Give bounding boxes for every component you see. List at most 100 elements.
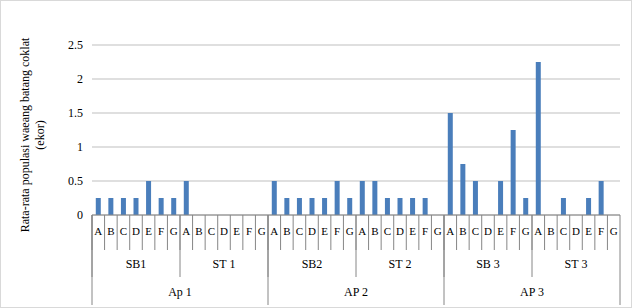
category-separator: [104, 215, 105, 250]
category-separator: [607, 215, 608, 250]
bar: [523, 198, 528, 215]
y-axis-label-line: Rata-rata populasi waeang batang coklat: [18, 37, 32, 232]
x-tick-label: C: [384, 225, 391, 237]
category-separator: [519, 215, 520, 250]
category-separator: [343, 215, 344, 250]
x-tick-label: A: [182, 225, 190, 237]
category-separator: [456, 215, 457, 250]
bar: [146, 181, 151, 215]
bars: [96, 62, 604, 215]
group-label: ST 3: [565, 257, 588, 271]
x-tick-label: B: [547, 225, 554, 237]
category-separator: [544, 215, 545, 250]
bar: [423, 198, 428, 215]
x-tick-label: A: [94, 225, 102, 237]
x-tick-label: D: [220, 225, 228, 237]
bar: [460, 164, 465, 215]
x-tick-label: G: [434, 225, 442, 237]
x-tick-label: E: [585, 225, 592, 237]
bar: [310, 198, 315, 215]
x-tick-label: F: [598, 225, 604, 237]
bar: [159, 198, 164, 215]
supergroup-label: AP 3: [520, 285, 544, 299]
supergroup-label: AP 2: [344, 285, 368, 299]
bar: [96, 198, 101, 215]
supergroup-label: Ap 1: [168, 285, 192, 299]
grid-line: [92, 113, 620, 114]
x-tick-label: F: [334, 225, 340, 237]
category-separator: [506, 215, 507, 250]
bar: [448, 113, 453, 215]
x-tick-label: D: [308, 225, 316, 237]
group-label: ST 1: [213, 257, 236, 271]
category-separator: [167, 215, 168, 250]
category-separator: [381, 215, 382, 250]
category-separator: [293, 215, 294, 250]
x-tick-label: B: [459, 225, 466, 237]
x-tick-label: D: [484, 225, 492, 237]
bar: [473, 181, 478, 215]
category-separator: [280, 215, 281, 250]
category-separator: [569, 215, 570, 250]
y-axis-label-line: (ekor): [33, 120, 47, 149]
x-tick-label: G: [170, 225, 178, 237]
x-tick-label: C: [120, 225, 127, 237]
y-tick-label: 1: [77, 140, 83, 154]
grid-line: [92, 79, 620, 80]
category-separator: [431, 215, 432, 250]
group-separator: [532, 215, 533, 277]
group-label: ST 2: [389, 257, 412, 271]
bar: [372, 181, 377, 215]
bar: [121, 198, 126, 215]
category-separator: [255, 215, 256, 250]
category-separator: [582, 215, 583, 250]
bar: [536, 62, 541, 215]
x-tick-label: E: [409, 225, 416, 237]
x-tick-label: F: [158, 225, 164, 237]
x-tick-label: E: [321, 225, 328, 237]
bar: [347, 198, 352, 215]
bar: [599, 181, 604, 215]
x-tick-label: F: [510, 225, 516, 237]
x-tick-label: A: [358, 225, 366, 237]
x-tick-label: B: [107, 225, 114, 237]
x-tick-label: C: [560, 225, 567, 237]
x-tick-label: C: [208, 225, 215, 237]
x-tick-label: A: [270, 225, 278, 237]
category-separator: [481, 215, 482, 250]
group-label: SB 3: [476, 257, 500, 271]
category-separator: [217, 215, 218, 250]
bar: [335, 181, 340, 215]
bar: [385, 198, 390, 215]
bar: [498, 181, 503, 215]
bar: [410, 198, 415, 215]
category-separator: [594, 215, 595, 250]
x-tick-label: B: [371, 225, 378, 237]
chart-frame: [1, 1, 632, 308]
x-tick-label: D: [396, 225, 404, 237]
x-tick-label: F: [422, 225, 428, 237]
chart: 00.511.522.5Rata-rata populasi waeang ba…: [0, 0, 632, 308]
y-tick-label: 0.5: [68, 174, 83, 188]
category-separator: [368, 215, 369, 250]
bar: [272, 181, 277, 215]
x-tick-label: A: [534, 225, 542, 237]
x-tick-label: E: [497, 225, 504, 237]
y-tick-label: 0: [77, 208, 83, 222]
category-separator: [192, 215, 193, 250]
y-axis-label: Rata-rata populasi waeang batang coklat(…: [18, 37, 47, 232]
bar: [171, 198, 176, 215]
bar: [511, 130, 516, 215]
category-separator: [117, 215, 118, 250]
grid-line: [92, 181, 620, 182]
group-separator: [180, 215, 181, 277]
supergroup-separator: [444, 215, 445, 305]
bar: [561, 198, 566, 215]
category-separator: [494, 215, 495, 250]
category-separator: [620, 215, 621, 305]
category-separator: [129, 215, 130, 250]
bar: [134, 198, 139, 215]
category-separator: [557, 215, 558, 250]
bar: [322, 198, 327, 215]
x-tick-label: G: [610, 225, 618, 237]
